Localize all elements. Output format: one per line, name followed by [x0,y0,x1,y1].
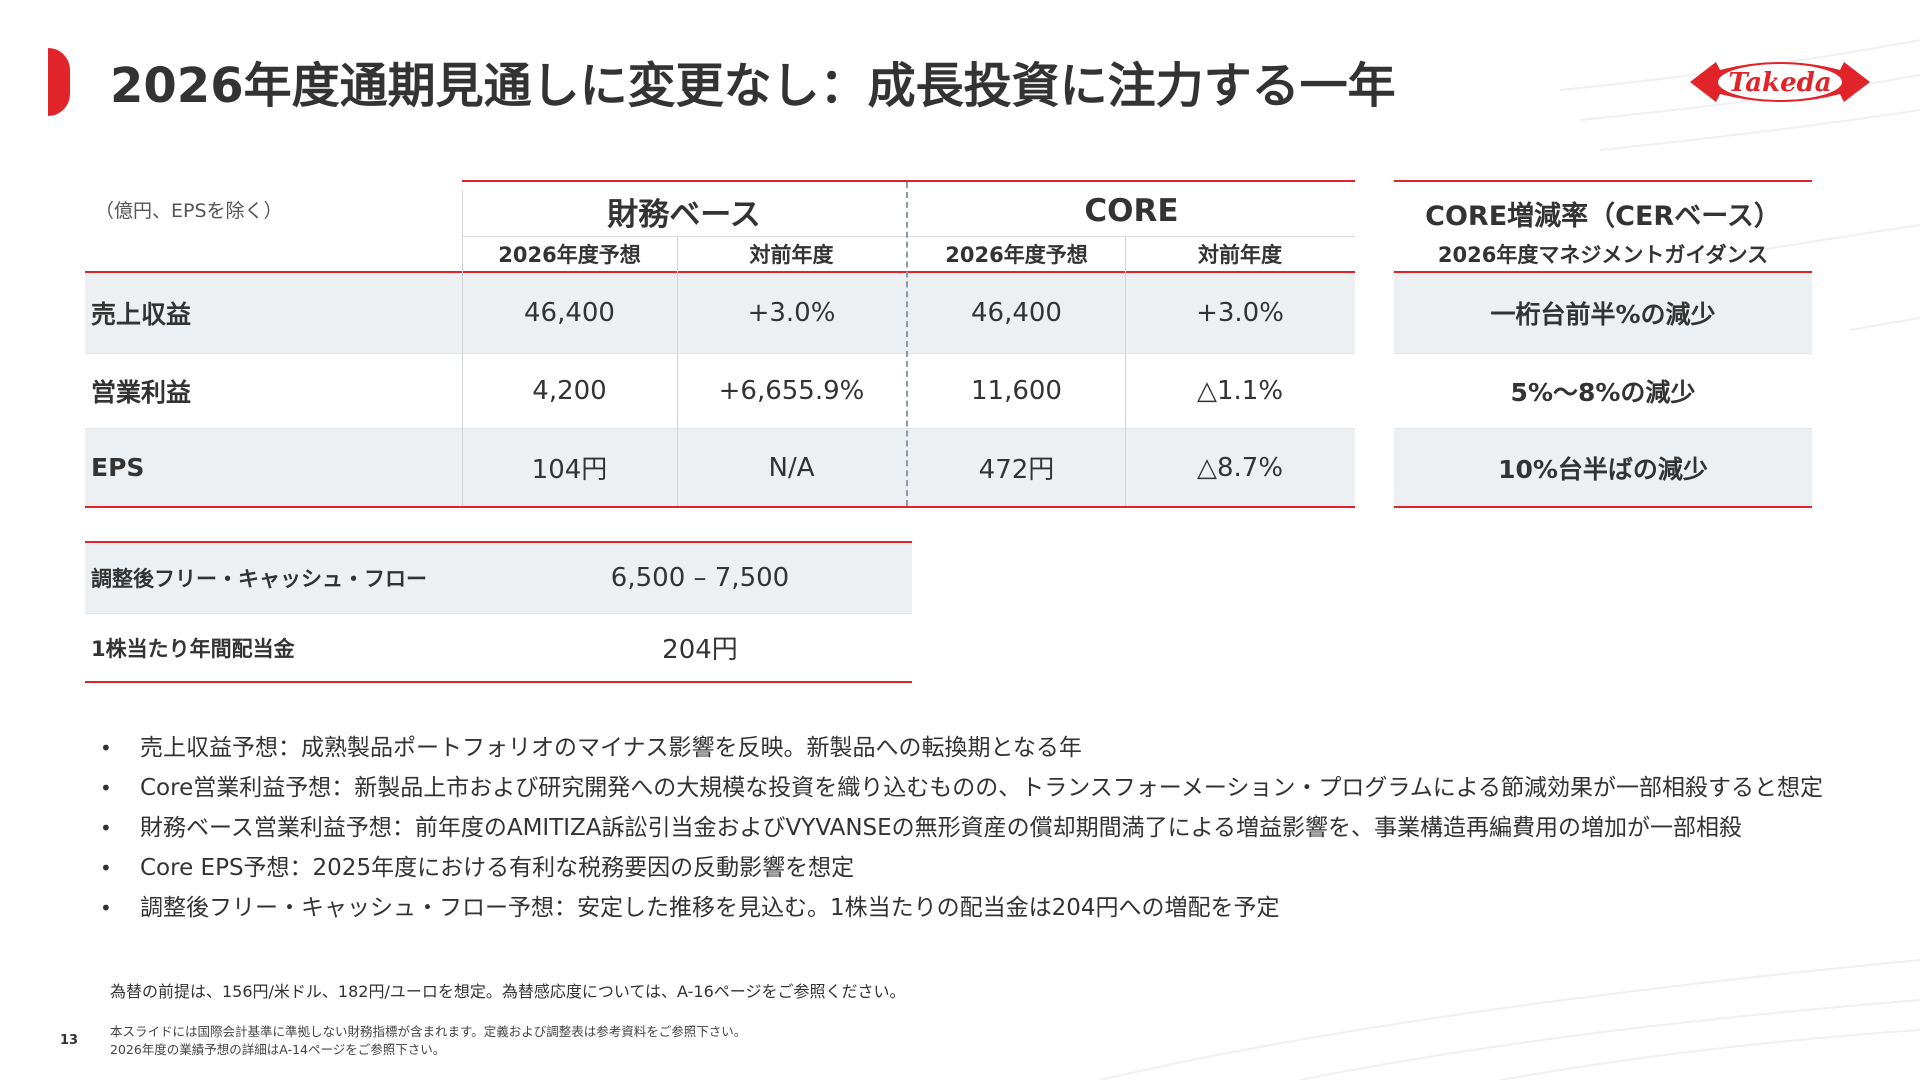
table-cell: △8.7% [1196,452,1284,483]
table-cell: N/A [768,452,815,483]
cashflow-dividend-table: 調整後フリー・キャッシュ・フロー 6,500 – 7,500 1株当たり年間配当… [85,541,912,683]
row-divider [85,353,1355,354]
page-title: 2026年度通期見通しに変更なし：成長投資に注力する一年 [110,58,1396,114]
guidance-eps: 10%台半ばの減少 [1498,454,1708,484]
col-divider [462,190,463,506]
title-accent-bar [48,48,70,116]
svg-text:Takeda: Takeda [1728,68,1831,98]
header-bottom-rule [85,271,1355,273]
table-cell: +3.0% [1196,298,1284,328]
table-bottom-rule [85,506,1355,508]
table-row-shade [1394,273,1812,353]
subheader-core-yoy: 対前年度 [1198,243,1282,267]
list-item: 財務ベース営業利益予想：前年度のAMITIZA訴訟引当金およびVYVANSEの無… [100,808,1823,848]
row-label-operating-profit: 営業利益 [91,378,192,407]
table-row-shade [85,273,1355,353]
table-row-shade [85,428,1355,508]
guidance-subheader: 2026年度マネジメントガイダンス [1437,243,1769,267]
table-cell: 104円 [531,455,608,485]
header-divider [462,236,1355,237]
takeda-logo: Takeda [1690,62,1870,102]
table-bottom-rule [1394,506,1812,508]
group-header-financial: 財務ベース [607,196,761,233]
subheader-core-forecast: 2026年度予想 [945,243,1088,267]
guidance-table: CORE増減率（CERベース） 2026年度マネジメントガイダンス 一桁台前半%… [1394,180,1812,508]
guidance-operating-profit: 5%～8%の減少 [1510,378,1696,407]
list-item: 調整後フリー・キャッシュ・フロー予想：安定した推移を見込む。1株当たりの配当金は… [100,888,1823,928]
group-header-core: CORE [1084,193,1179,229]
financial-forecast-table: （億円、EPSを除く） 財務ベース CORE 2026年度予想 対前年度 202… [85,180,1355,508]
table-bottom-rule [85,681,912,683]
table-cell: +6,655.9% [718,376,865,406]
footnote-line: 本スライドには国際会計基準に準拠しない財務指標が含まれます。定義および調整表は参… [110,1024,747,1039]
table-cell: 4,200 [532,376,607,406]
row-divider [1394,353,1812,354]
subheader-financial-yoy: 対前年度 [749,243,834,267]
table-cell: 472円 [978,455,1055,485]
subheader-financial-forecast: 2026年度予想 [498,243,641,267]
page-number: 13 [60,1033,79,1048]
key-points-list: 売上収益予想：成熟製品ポートフォリオのマイナス影響を反映。新製品への転換期となる… [100,728,1823,928]
row-label-eps: EPS [91,453,145,482]
table-top-rule [85,541,912,543]
footnote-line: 2026年度の業績予想の詳細はA-14ページをご参照下さい。 [110,1042,446,1057]
value-adjusted-fcf: 6,500 – 7,500 [610,563,790,593]
table-top-rule [1394,180,1812,182]
row-label-revenue: 売上収益 [91,300,192,329]
table-cell: 11,600 [971,376,1062,406]
group-divider [906,182,908,506]
list-item: Core EPS予想：2025年度における有利な税務要因の反動影響を想定 [100,848,1823,888]
table-row-shade [1394,428,1812,508]
row-label-dividend: 1株当たり年間配当金 [91,636,295,661]
row-divider [1394,428,1812,429]
header-bottom-rule [1394,271,1812,273]
table-cell: +3.0% [747,298,836,328]
table-cell: 46,400 [971,298,1062,328]
guidance-header: CORE増減率（CERベース） [1425,200,1781,232]
table-cell: △1.1% [1196,376,1284,406]
fx-footnote: 為替の前提は、156円/米ドル、182円/ユーロを想定。為替感応度については、A… [110,982,906,1001]
col-divider [1125,236,1126,506]
value-dividend: 204円 [662,635,738,665]
guidance-revenue: 一桁台前半%の減少 [1490,300,1716,329]
unit-note: （億円、EPSを除く） [95,200,283,222]
table-row-shade [85,543,912,613]
table-top-rule [462,180,1355,182]
list-item: Core営業利益予想：新製品上市および研究開発への大規模な投資を織り込むものの、… [100,768,1823,808]
disclaimer-footnote: 本スライドには国際会計基準に準拠しない財務指標が含まれます。定義および調整表は参… [110,1023,746,1059]
table-cell: 46,400 [524,298,615,328]
row-divider [85,613,912,614]
row-divider [85,428,1355,429]
col-divider [677,236,678,506]
row-label-adjusted-fcf: 調整後フリー・キャッシュ・フロー [91,567,427,591]
list-item: 売上収益予想：成熟製品ポートフォリオのマイナス影響を反映。新製品への転換期となる… [100,728,1823,768]
